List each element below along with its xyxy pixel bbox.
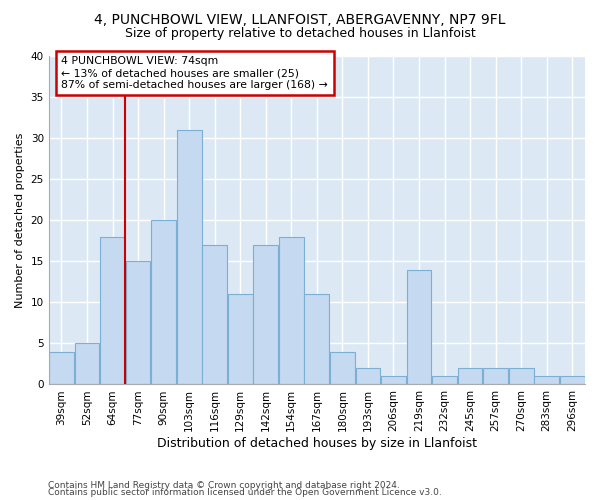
Bar — [151, 220, 176, 384]
Text: Contains HM Land Registry data © Crown copyright and database right 2024.: Contains HM Land Registry data © Crown c… — [48, 480, 400, 490]
Bar — [279, 237, 304, 384]
Bar — [177, 130, 202, 384]
Text: 4 PUNCHBOWL VIEW: 74sqm
← 13% of detached houses are smaller (25)
87% of semi-de: 4 PUNCHBOWL VIEW: 74sqm ← 13% of detache… — [61, 56, 328, 90]
X-axis label: Distribution of detached houses by size in Llanfoist: Distribution of detached houses by size … — [157, 437, 477, 450]
Bar — [202, 245, 227, 384]
Bar — [458, 368, 482, 384]
Bar — [100, 237, 125, 384]
Y-axis label: Number of detached properties: Number of detached properties — [15, 133, 25, 308]
Bar — [74, 344, 100, 384]
Text: 4, PUNCHBOWL VIEW, LLANFOIST, ABERGAVENNY, NP7 9FL: 4, PUNCHBOWL VIEW, LLANFOIST, ABERGAVENN… — [94, 12, 506, 26]
Bar — [381, 376, 406, 384]
Bar — [509, 368, 533, 384]
Text: Size of property relative to detached houses in Llanfoist: Size of property relative to detached ho… — [125, 28, 475, 40]
Bar — [535, 376, 559, 384]
Bar — [49, 352, 74, 384]
Bar — [330, 352, 355, 384]
Bar — [253, 245, 278, 384]
Bar — [483, 368, 508, 384]
Bar — [228, 294, 253, 384]
Text: Contains public sector information licensed under the Open Government Licence v3: Contains public sector information licen… — [48, 488, 442, 497]
Bar — [407, 270, 431, 384]
Bar — [304, 294, 329, 384]
Bar — [560, 376, 584, 384]
Bar — [125, 262, 151, 384]
Bar — [356, 368, 380, 384]
Bar — [432, 376, 457, 384]
